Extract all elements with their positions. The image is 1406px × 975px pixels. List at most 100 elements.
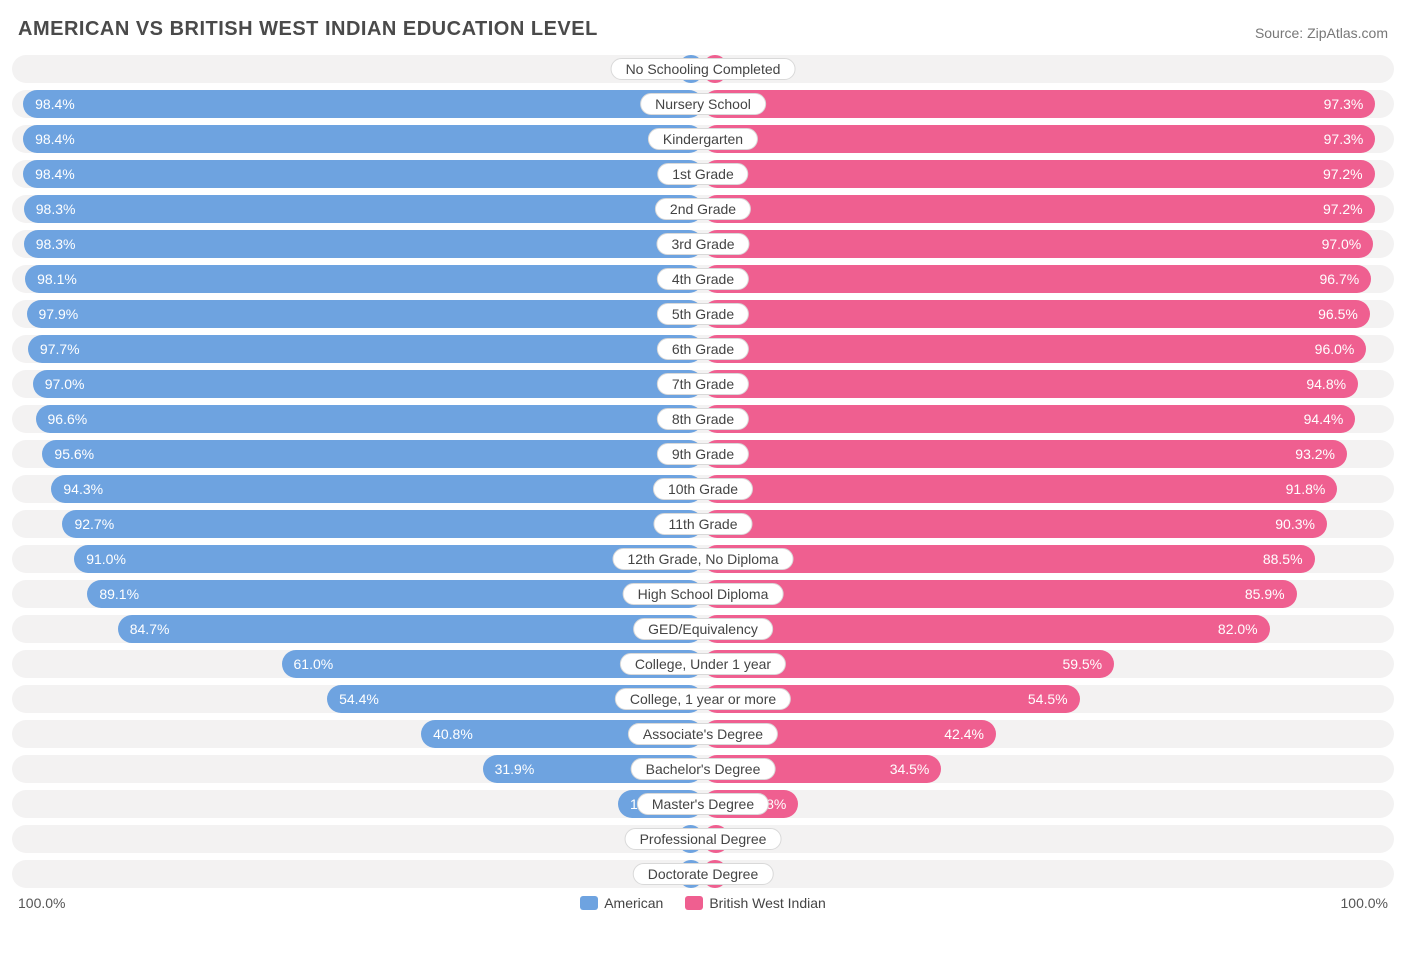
chart-row: 91.0%88.5%12th Grade, No Diploma <box>12 545 1394 573</box>
legend-item-american: American <box>580 895 663 911</box>
category-label: No Schooling Completed <box>611 58 796 80</box>
row-left-half: 97.9% <box>12 300 703 328</box>
row-right-half: 97.2% <box>703 160 1394 188</box>
bar-right: 91.8% <box>703 475 1337 503</box>
category-label: 7th Grade <box>657 373 749 395</box>
bar-left: 95.6% <box>42 440 703 468</box>
bar-left: 98.4% <box>23 160 703 188</box>
category-label: 11th Grade <box>653 513 752 535</box>
chart-row: 96.6%94.4%8th Grade <box>12 405 1394 433</box>
bar-right: 96.5% <box>703 300 1370 328</box>
bar-right: 96.7% <box>703 265 1371 293</box>
legend-item-bwi: British West Indian <box>685 895 825 911</box>
bar-right: 82.0% <box>703 615 1270 643</box>
chart-row: 98.4%97.2%1st Grade <box>12 160 1394 188</box>
bar-right: 97.0% <box>703 230 1373 258</box>
row-right-half: 90.3% <box>703 510 1394 538</box>
row-right-half: 3.8% <box>703 825 1394 853</box>
row-left-half: 98.3% <box>12 230 703 258</box>
legend-swatch-american <box>580 896 598 910</box>
chart-header: AMERICAN VS BRITISH WEST INDIAN EDUCATIO… <box>12 18 1394 41</box>
chart-row: 89.1%85.9%High School Diploma <box>12 580 1394 608</box>
row-right-half: 2.7% <box>703 55 1394 83</box>
category-label: Bachelor's Degree <box>631 758 776 780</box>
bar-left: 96.6% <box>36 405 704 433</box>
row-right-half: 34.5% <box>703 755 1394 783</box>
row-right-half: 94.4% <box>703 405 1394 433</box>
category-label: 2nd Grade <box>655 198 751 220</box>
row-right-half: 1.5% <box>703 860 1394 888</box>
bar-left: 98.4% <box>23 125 703 153</box>
row-right-half: 97.2% <box>703 195 1394 223</box>
chart-row: 97.7%96.0%6th Grade <box>12 335 1394 363</box>
row-right-half: 59.5% <box>703 650 1394 678</box>
row-left-half: 94.3% <box>12 475 703 503</box>
row-left-half: 12.3% <box>12 790 703 818</box>
row-left-half: 98.4% <box>12 160 703 188</box>
bar-left: 98.3% <box>24 195 703 223</box>
row-right-half: 96.0% <box>703 335 1394 363</box>
row-left-half: 84.7% <box>12 615 703 643</box>
row-left-half: 98.3% <box>12 195 703 223</box>
row-left-half: 96.6% <box>12 405 703 433</box>
row-right-half: 85.9% <box>703 580 1394 608</box>
bar-left: 97.7% <box>28 335 703 363</box>
bar-right: 90.3% <box>703 510 1327 538</box>
category-label: Kindergarten <box>648 128 758 150</box>
bar-right: 94.4% <box>703 405 1355 433</box>
chart-row: 12.3%13.8%Master's Degree <box>12 790 1394 818</box>
bar-left: 98.3% <box>24 230 703 258</box>
row-right-half: 13.8% <box>703 790 1394 818</box>
row-left-half: 40.8% <box>12 720 703 748</box>
bar-left: 97.0% <box>33 370 703 398</box>
bar-right: 85.9% <box>703 580 1297 608</box>
source-link[interactable]: ZipAtlas.com <box>1307 25 1388 41</box>
bar-right: 88.5% <box>703 545 1315 573</box>
chart-row: 98.1%96.7%4th Grade <box>12 265 1394 293</box>
category-label: 1st Grade <box>657 163 748 185</box>
chart-row: 61.0%59.5%College, Under 1 year <box>12 650 1394 678</box>
bar-left: 98.4% <box>23 90 703 118</box>
chart-row: 98.3%97.2%2nd Grade <box>12 195 1394 223</box>
chart-row: 54.4%54.5%College, 1 year or more <box>12 685 1394 713</box>
row-left-half: 97.0% <box>12 370 703 398</box>
row-right-half: 93.2% <box>703 440 1394 468</box>
bar-left: 91.0% <box>74 545 703 573</box>
row-left-half: 3.6% <box>12 825 703 853</box>
row-right-half: 88.5% <box>703 545 1394 573</box>
category-label: 9th Grade <box>657 443 749 465</box>
axis-legend-row: 100.0% American British West Indian 100.… <box>12 895 1394 911</box>
bar-right: 94.8% <box>703 370 1358 398</box>
row-right-half: 97.3% <box>703 90 1394 118</box>
row-left-half: 97.7% <box>12 335 703 363</box>
chart-row: 98.4%97.3%Nursery School <box>12 90 1394 118</box>
chart-row: 1.5%1.5%Doctorate Degree <box>12 860 1394 888</box>
category-label: 4th Grade <box>657 268 749 290</box>
category-label: College, Under 1 year <box>620 653 786 675</box>
category-label: 12th Grade, No Diploma <box>613 548 794 570</box>
row-left-half: 98.1% <box>12 265 703 293</box>
chart-row: 40.8%42.4%Associate's Degree <box>12 720 1394 748</box>
row-right-half: 54.5% <box>703 685 1394 713</box>
bar-left: 97.9% <box>27 300 703 328</box>
chart-row: 98.4%97.3%Kindergarten <box>12 125 1394 153</box>
category-label: 6th Grade <box>657 338 749 360</box>
bar-left: 89.1% <box>87 580 703 608</box>
row-right-half: 96.5% <box>703 300 1394 328</box>
category-label: 5th Grade <box>657 303 749 325</box>
bar-right: 97.2% <box>703 195 1375 223</box>
chart-source: Source: ZipAtlas.com <box>1255 25 1388 41</box>
chart-row: 31.9%34.5%Bachelor's Degree <box>12 755 1394 783</box>
bar-right: 97.3% <box>703 90 1375 118</box>
bar-left: 94.3% <box>51 475 703 503</box>
row-left-half: 91.0% <box>12 545 703 573</box>
category-label: 3rd Grade <box>656 233 749 255</box>
chart-row: 92.7%90.3%11th Grade <box>12 510 1394 538</box>
axis-right-label: 100.0% <box>1341 895 1388 911</box>
bar-left: 92.7% <box>62 510 703 538</box>
row-left-half: 54.4% <box>12 685 703 713</box>
category-label: Master's Degree <box>637 793 769 815</box>
row-left-half: 61.0% <box>12 650 703 678</box>
category-label: GED/Equivalency <box>633 618 773 640</box>
row-left-half: 1.7% <box>12 55 703 83</box>
